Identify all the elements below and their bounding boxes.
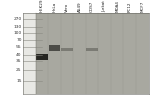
Text: 70: 70 [16, 38, 22, 42]
Bar [86, 48, 98, 51]
Bar [36, 54, 48, 60]
Text: 270: 270 [14, 17, 22, 21]
Text: HEK293: HEK293 [40, 0, 44, 12]
Text: COS7: COS7 [90, 0, 94, 12]
Text: MDA4: MDA4 [115, 0, 119, 12]
Text: 35: 35 [16, 59, 22, 63]
Text: PC12: PC12 [128, 1, 132, 12]
Text: 55: 55 [16, 45, 22, 49]
Text: 25: 25 [16, 68, 22, 72]
Text: A549: A549 [78, 1, 82, 12]
Text: Vero: Vero [65, 2, 69, 12]
Bar [23, 13, 36, 94]
Bar [61, 48, 73, 51]
Bar [49, 46, 60, 51]
Text: HeLa: HeLa [52, 1, 57, 12]
Text: 100: 100 [14, 31, 22, 35]
Text: Jurkat: Jurkat [103, 0, 107, 12]
Text: 40: 40 [16, 53, 22, 57]
Bar [23, 13, 148, 94]
Text: MCF7: MCF7 [140, 0, 144, 12]
Text: 15: 15 [16, 79, 22, 83]
Text: 130: 130 [14, 25, 22, 29]
